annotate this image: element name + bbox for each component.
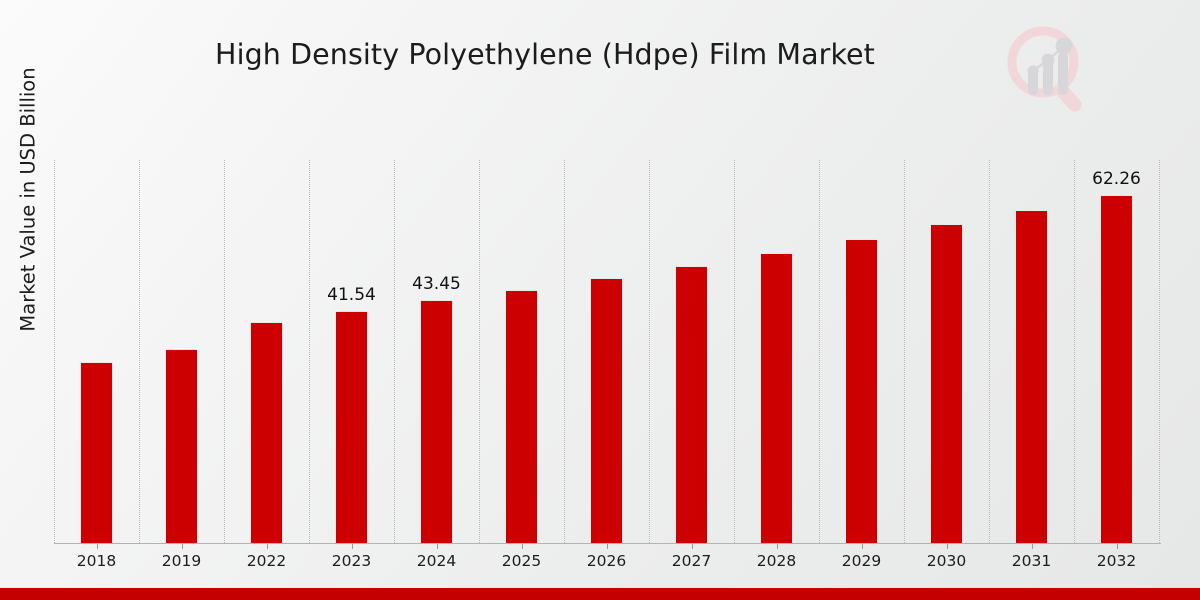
x-axis-label-2018: 2018 [76, 552, 117, 570]
x-tick-2025 [521, 544, 523, 549]
x-tick-2019 [181, 544, 183, 549]
x-axis-label-2032: 2032 [1096, 552, 1137, 570]
gridline [904, 160, 905, 543]
bar-2032 [1100, 194, 1133, 543]
plot-area [54, 160, 1160, 543]
bar-2019 [165, 348, 198, 543]
x-axis-label-2023: 2023 [331, 552, 372, 570]
footer-accent-bar [0, 588, 1200, 600]
bar-2022 [250, 321, 283, 543]
x-tick-2027 [691, 544, 693, 549]
bar-2029 [845, 238, 878, 543]
bar-2030 [930, 223, 963, 543]
bar-2023 [335, 310, 368, 543]
x-axis-label-2030: 2030 [926, 552, 967, 570]
bar-value-label-2024: 43.45 [412, 274, 461, 295]
x-axis-label-2024: 2024 [416, 552, 457, 570]
x-axis-line [54, 543, 1161, 544]
x-tick-2018 [96, 544, 98, 549]
x-tick-2028 [776, 544, 778, 549]
bar-2026 [590, 277, 623, 543]
bar-2018 [80, 361, 113, 543]
gridline [734, 160, 735, 543]
gridline [54, 160, 55, 543]
page-title: High Density Polyethylene (Hdpe) Film Ma… [215, 38, 875, 71]
x-axis-label-2031: 2031 [1011, 552, 1052, 570]
bar-2027 [675, 265, 708, 543]
gridline [649, 160, 650, 543]
x-tick-2032 [1116, 544, 1118, 549]
bar-value-label-2032: 62.26 [1092, 168, 1141, 189]
gridline [564, 160, 565, 543]
bar-value-label-2023: 41.54 [327, 284, 376, 305]
x-tick-2024 [436, 544, 438, 549]
gridline [224, 160, 225, 543]
y-axis-title: Market Value in USD Billion [16, 67, 40, 332]
x-tick-2029 [861, 544, 863, 549]
x-axis-label-2027: 2027 [671, 552, 712, 570]
magnifying-glass-bar-chart-logo [1000, 22, 1096, 118]
x-tick-2022 [266, 544, 268, 549]
x-axis-label-2029: 2029 [841, 552, 882, 570]
x-axis-label-2025: 2025 [501, 552, 542, 570]
gridline [479, 160, 480, 543]
gridline [989, 160, 990, 543]
gridline [309, 160, 310, 543]
x-axis-label-2028: 2028 [756, 552, 797, 570]
bar-2024 [420, 300, 453, 543]
x-tick-2031 [1031, 544, 1033, 549]
x-tick-2023 [351, 544, 353, 549]
gridline [394, 160, 395, 543]
bar-2031 [1015, 209, 1048, 543]
gridline [1074, 160, 1075, 543]
x-tick-2026 [606, 544, 608, 549]
x-axis-label-2019: 2019 [161, 552, 202, 570]
gridline [139, 160, 140, 543]
x-axis-label-2026: 2026 [586, 552, 627, 570]
bar-2025 [505, 289, 538, 543]
x-axis-label-2022: 2022 [246, 552, 287, 570]
bar-2028 [760, 252, 793, 543]
x-tick-2030 [946, 544, 948, 549]
gridline [819, 160, 820, 543]
gridline [1159, 160, 1160, 543]
